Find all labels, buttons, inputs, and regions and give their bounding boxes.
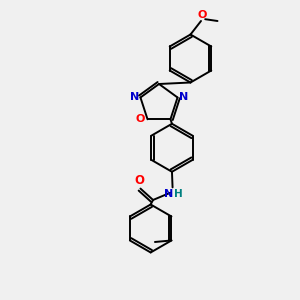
Text: N: N [164, 189, 174, 199]
Text: O: O [134, 174, 144, 187]
Text: O: O [136, 114, 145, 124]
Text: N: N [179, 92, 188, 102]
Text: N: N [130, 92, 139, 102]
Text: O: O [197, 10, 207, 20]
Text: H: H [174, 189, 182, 199]
